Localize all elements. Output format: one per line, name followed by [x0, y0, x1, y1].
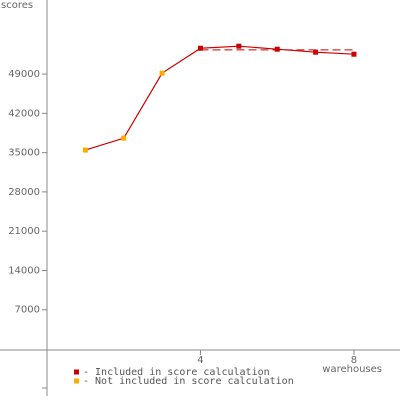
legend-label: - Included in score calculation: [83, 367, 270, 378]
x-tick-label: 4: [197, 355, 203, 366]
point: [274, 46, 280, 52]
legend-swatch: [74, 369, 79, 375]
y-tick-label: 21000: [8, 226, 40, 237]
y-tick-label: 49000: [8, 69, 40, 80]
y-axis-label: scores: [1, 0, 33, 11]
point: [159, 70, 165, 76]
legend-swatch: [74, 378, 79, 384]
point: [121, 135, 127, 141]
data-line: [85, 45, 354, 151]
x-tick-label: 8: [351, 355, 357, 366]
y-tick-label: 14000: [8, 265, 40, 276]
point: [236, 43, 242, 49]
y-tick-label: 7000: [15, 305, 40, 316]
x-axis-label: warehouses: [322, 364, 382, 375]
y-tick-label: 35000: [8, 148, 40, 159]
point: [82, 147, 88, 153]
point: [351, 51, 357, 57]
point: [313, 49, 319, 55]
y-tick-label: 28000: [8, 187, 40, 198]
y-tick-label: 42000: [8, 108, 40, 119]
legend-label: - Not included in score calculation: [83, 376, 294, 387]
point: [197, 45, 203, 51]
